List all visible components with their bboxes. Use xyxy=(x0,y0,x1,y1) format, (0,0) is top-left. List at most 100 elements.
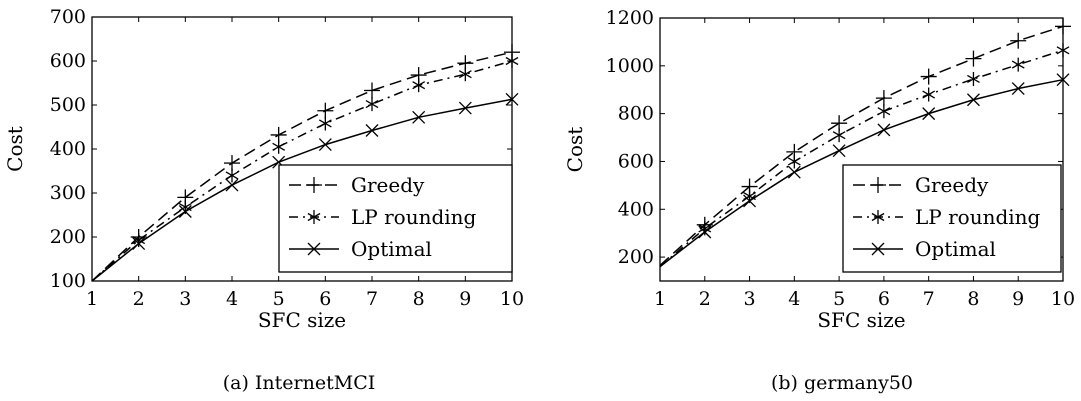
x-tick-label: 6 xyxy=(878,288,890,310)
x-tick-label: 5 xyxy=(833,288,845,310)
x-axis-label: SFC size xyxy=(258,308,346,332)
data-point xyxy=(832,144,846,158)
series-line xyxy=(659,78,1064,268)
y-tick-label: 400 xyxy=(50,138,86,160)
data-point xyxy=(458,67,472,82)
chart-b: 1 2 3 4 5 6 7 8 9 10 200 400 600 800 1000 1200 SFC size C… xyxy=(563,7,1075,332)
data-point xyxy=(132,237,146,251)
data-point xyxy=(698,221,712,236)
data-point xyxy=(318,116,332,131)
series-optimal xyxy=(659,73,1070,268)
data-point xyxy=(458,101,472,115)
data-point xyxy=(132,233,146,248)
data-point xyxy=(365,124,379,137)
x-tick-label: 9 xyxy=(1012,288,1024,310)
y-tick-label: 200 xyxy=(50,226,86,248)
legend-marker xyxy=(307,242,321,256)
data-point xyxy=(365,97,379,112)
series-line xyxy=(91,98,513,282)
x-tick-label: 2 xyxy=(699,288,711,310)
legend-label: LP rounding xyxy=(915,205,1041,229)
legend: Greedy LP rounding Optimal xyxy=(842,164,1062,273)
y-tick-label: 1200 xyxy=(606,7,654,29)
data-point xyxy=(1055,18,1071,35)
data-point xyxy=(1056,43,1070,58)
series-line xyxy=(91,60,513,282)
data-point xyxy=(922,87,936,102)
legend-label: Optimal xyxy=(351,237,432,261)
legend-label: Optimal xyxy=(915,237,996,261)
data-point xyxy=(505,92,519,106)
plot-frame xyxy=(659,17,1064,282)
data-point xyxy=(1011,57,1025,72)
legend-marker xyxy=(871,210,885,224)
caption-germany50: (b) germany50 xyxy=(770,372,913,394)
data-point xyxy=(698,225,712,239)
legend-label: LP rounding xyxy=(351,205,477,229)
series-greedy xyxy=(659,18,1071,267)
x-tick-label: 7 xyxy=(366,288,378,310)
chart-a: 1 2 3 4 5 6 7 8 9 10 100 200 300 400 500 600 700 SFC size… xyxy=(3,6,524,332)
x-tick-label: 4 xyxy=(788,288,800,310)
legend: Greedy LP rounding Optimal xyxy=(278,164,513,273)
y-axis-label: Cost xyxy=(3,126,27,172)
data-point xyxy=(920,68,937,85)
x-tick-label: 6 xyxy=(319,288,331,310)
x-tick-label: 10 xyxy=(1051,288,1075,310)
x-axis-label: SFC size xyxy=(817,308,905,332)
data-point xyxy=(364,82,380,99)
data-point xyxy=(225,168,239,183)
data-point xyxy=(877,123,891,137)
data-point xyxy=(787,165,801,179)
data-point xyxy=(318,138,332,152)
data-point xyxy=(412,110,426,124)
series-optimal xyxy=(91,92,519,282)
legend-marker xyxy=(871,242,885,256)
data-point xyxy=(1056,73,1070,87)
data-point xyxy=(178,205,192,218)
y-tick-label: 400 xyxy=(618,198,654,220)
y-tick-label: 300 xyxy=(50,182,86,204)
y-tick-label: 500 xyxy=(50,94,86,116)
x-tick-label: 1 xyxy=(654,288,666,310)
y-tick-label: 1000 xyxy=(606,55,654,77)
data-point xyxy=(1011,82,1025,95)
y-tick-label: 600 xyxy=(50,50,86,72)
data-point xyxy=(787,154,801,169)
data-point xyxy=(412,78,426,93)
data-point xyxy=(1010,32,1027,49)
y-tick-label: 100 xyxy=(50,270,86,292)
data-point xyxy=(922,107,936,121)
data-point xyxy=(875,90,892,107)
series-line xyxy=(91,51,513,282)
series-lp-rounding xyxy=(91,54,519,282)
data-point xyxy=(967,71,980,86)
y-tick-label: 800 xyxy=(618,103,654,125)
x-tick-label: 3 xyxy=(744,288,756,310)
data-point xyxy=(743,194,757,208)
x-tick-label: 4 xyxy=(226,288,238,310)
data-point xyxy=(225,178,239,192)
data-point xyxy=(966,93,980,107)
x-tick-label: 2 xyxy=(133,288,145,310)
x-tick-label: 5 xyxy=(273,288,285,310)
data-point xyxy=(272,139,286,154)
data-point xyxy=(965,50,982,67)
figure: 1 2 3 4 5 6 7 8 9 10 100 200 300 400 500 600 700 SFC size… xyxy=(3,6,1075,332)
legend-marker xyxy=(306,177,322,193)
y-tick-label: 600 xyxy=(618,150,654,172)
y-tick-label: 200 xyxy=(618,246,654,268)
legend-label: Greedy xyxy=(915,173,989,197)
legend-marker xyxy=(870,177,886,193)
data-point xyxy=(877,104,891,119)
legend-label: Greedy xyxy=(351,173,425,197)
x-tick-label: 8 xyxy=(967,288,979,310)
series-line xyxy=(659,49,1064,268)
legend-marker xyxy=(307,210,321,224)
x-tick-label: 8 xyxy=(413,288,425,310)
x-tick-label: 1 xyxy=(86,288,98,310)
caption-internetmci: (a) InternetMCI xyxy=(222,372,376,394)
y-tick-label: 700 xyxy=(50,6,86,28)
data-point xyxy=(317,102,334,119)
y-axis-label: Cost xyxy=(563,127,587,173)
